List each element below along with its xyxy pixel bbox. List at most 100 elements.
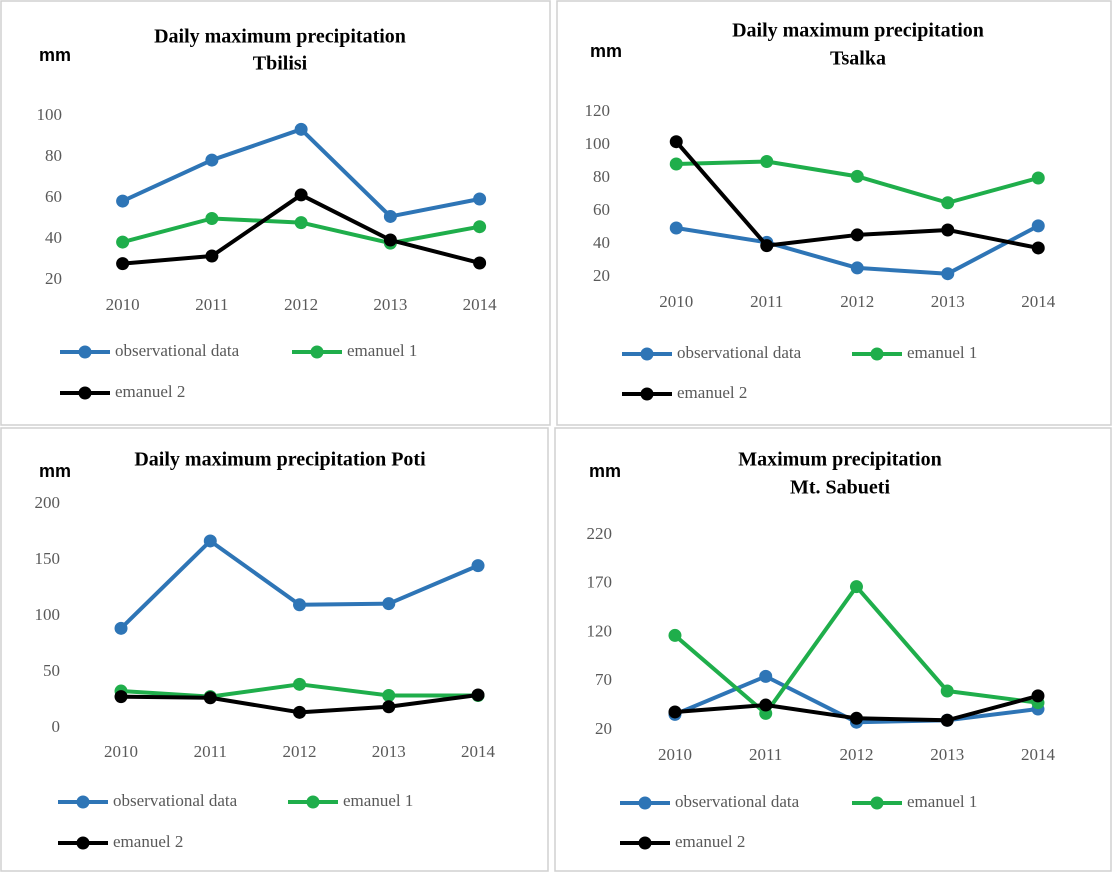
legend-marker — [870, 796, 884, 810]
legend-marker — [638, 836, 652, 850]
panel — [556, 0, 1112, 426]
data-point — [759, 698, 773, 712]
x-tick-label: 2013 — [372, 742, 406, 761]
legend-label: emanuel 2 — [113, 832, 183, 851]
y-tick-label: 60 — [45, 187, 62, 206]
data-point — [1031, 171, 1045, 185]
legend-marker — [78, 345, 92, 359]
y-tick-label: 20 — [593, 266, 610, 285]
legend-label: emanuel 1 — [907, 343, 977, 362]
data-point — [473, 256, 487, 270]
legend-marker — [78, 386, 92, 400]
legend-marker — [310, 345, 324, 359]
legend-marker — [306, 795, 320, 809]
data-point — [294, 188, 308, 202]
legend-label: emanuel 1 — [347, 341, 417, 360]
data-point — [849, 580, 863, 594]
y-tick-label: 70 — [595, 670, 612, 689]
data-point — [850, 261, 864, 275]
y-axis-label: mm — [39, 45, 71, 65]
data-point — [850, 228, 864, 242]
legend-label: observational data — [115, 341, 240, 360]
data-point — [668, 628, 682, 642]
panel — [0, 427, 549, 872]
data-point — [293, 598, 307, 612]
data-point — [941, 223, 955, 237]
data-point — [114, 621, 128, 635]
chart-title: Tbilisi — [253, 53, 308, 75]
data-point — [294, 216, 308, 230]
data-point — [294, 122, 308, 136]
data-point — [669, 157, 683, 171]
data-point — [382, 597, 396, 611]
legend-label: emanuel 2 — [115, 382, 185, 401]
data-point — [114, 690, 128, 704]
y-tick-label: 20 — [45, 269, 62, 288]
data-point — [759, 669, 773, 683]
data-point — [116, 257, 130, 271]
legend-marker — [870, 347, 884, 361]
y-tick-label: 80 — [593, 167, 610, 186]
data-point — [941, 196, 955, 210]
y-tick-label: 40 — [593, 233, 610, 252]
x-tick-label: 2012 — [283, 742, 317, 761]
x-tick-label: 2011 — [195, 295, 228, 314]
data-point — [471, 688, 485, 702]
legend-label: emanuel 1 — [343, 791, 413, 810]
x-tick-label: 2011 — [750, 292, 783, 311]
data-point — [473, 192, 487, 206]
chart-title: Daily maximum precipitation — [154, 26, 406, 48]
data-point — [116, 235, 130, 249]
y-tick-label: 0 — [52, 717, 61, 736]
x-tick-label: 2012 — [840, 292, 874, 311]
x-tick-label: 2010 — [659, 292, 693, 311]
legend-marker — [640, 347, 654, 361]
data-point — [473, 220, 487, 234]
data-point — [1031, 219, 1045, 233]
data-point — [293, 677, 307, 691]
y-tick-label: 20 — [595, 719, 612, 738]
x-tick-label: 2013 — [930, 745, 964, 764]
y-tick-label: 200 — [35, 493, 61, 512]
y-tick-label: 150 — [35, 549, 61, 568]
y-tick-label: 120 — [587, 621, 613, 640]
data-point — [940, 713, 954, 727]
legend-marker — [76, 836, 90, 850]
y-tick-label: 50 — [43, 661, 60, 680]
data-point — [471, 559, 485, 573]
data-point — [205, 249, 219, 263]
chart-title: Tsalka — [830, 48, 886, 70]
data-point — [760, 239, 774, 253]
data-point — [760, 155, 774, 168]
y-tick-label: 170 — [587, 573, 613, 592]
chart-title: Maximum precipitation — [738, 449, 942, 471]
x-tick-label: 2012 — [284, 295, 318, 314]
chart-title: Mt. Sabueti — [790, 477, 890, 499]
legend-label: observational data — [677, 343, 802, 362]
data-point — [669, 221, 683, 235]
x-tick-label: 2010 — [658, 745, 692, 764]
y-tick-label: 80 — [45, 146, 62, 165]
panel — [0, 0, 551, 426]
data-point — [1031, 241, 1045, 255]
data-point — [205, 212, 219, 225]
x-tick-label: 2011 — [194, 742, 227, 761]
data-point — [1031, 689, 1045, 703]
chart-title: Daily maximum precipitation — [732, 20, 984, 42]
data-point — [293, 705, 307, 719]
y-tick-label: 40 — [45, 228, 62, 247]
y-axis-label: mm — [39, 461, 71, 481]
x-tick-label: 2010 — [104, 742, 138, 761]
legend-label: observational data — [675, 792, 800, 811]
data-point — [203, 534, 217, 548]
x-tick-label: 2012 — [839, 745, 873, 764]
panel — [554, 427, 1112, 872]
data-point — [849, 711, 863, 725]
series-line — [121, 127, 481, 219]
legend-marker — [640, 387, 654, 401]
data-point — [941, 267, 955, 281]
data-point — [205, 153, 219, 167]
data-point — [383, 209, 397, 223]
data-point — [382, 689, 396, 703]
x-tick-label: 2014 — [1021, 292, 1056, 311]
